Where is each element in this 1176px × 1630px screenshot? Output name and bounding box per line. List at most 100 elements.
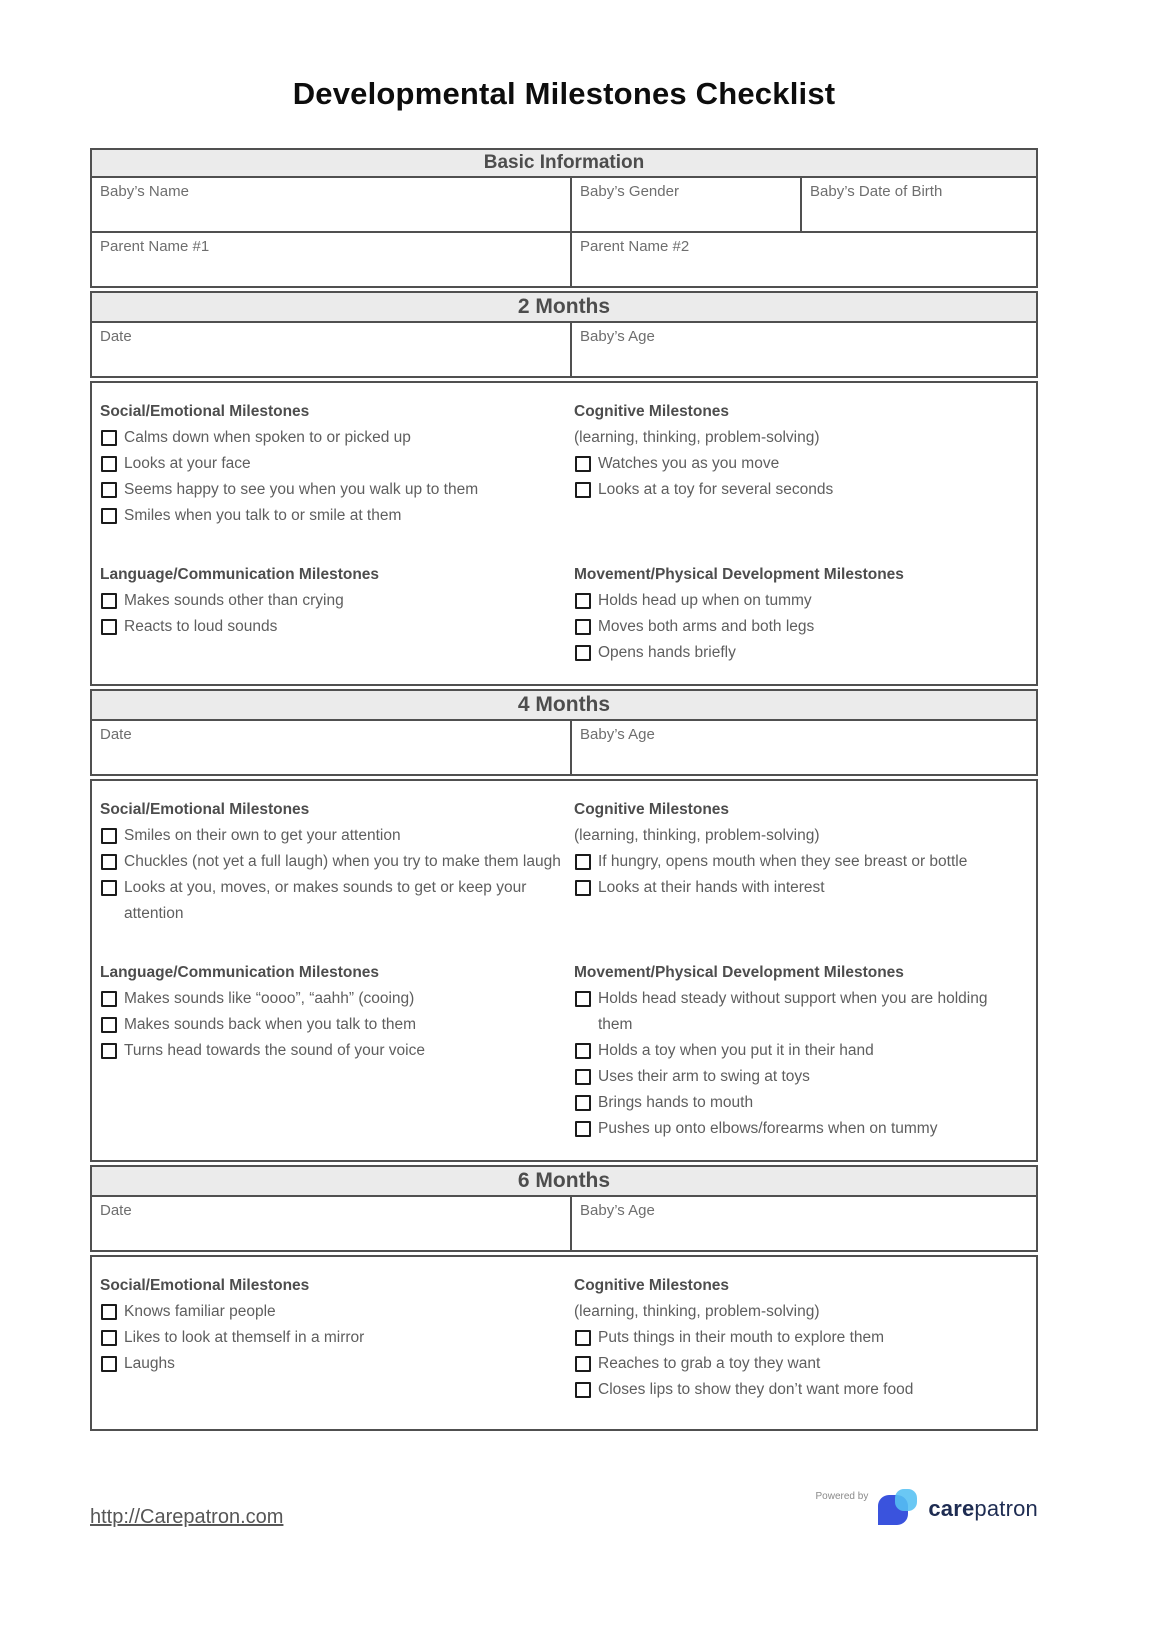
powered-by-label: Powered by: [815, 1491, 869, 1502]
milestone-checkbox[interactable]: [101, 828, 117, 844]
basic-information-block: Basic Information Baby’s Name Baby’s Gen…: [90, 148, 1038, 288]
milestone-checkbox[interactable]: [101, 593, 117, 609]
milestone-group: Language/Communication Milestones Makes …: [100, 562, 574, 666]
milestone-checkbox[interactable]: [575, 1121, 591, 1137]
milestone-checkbox[interactable]: [575, 991, 591, 1007]
milestone-item: Holds head up when on tummy: [574, 588, 1028, 614]
parent1-field[interactable]: Parent Name #1: [92, 233, 570, 286]
group-title: Cognitive Milestones: [574, 801, 730, 818]
milestone-item: Pushes up onto elbows/forearms when on t…: [574, 1116, 1028, 1142]
milestone-item: Reacts to loud sounds: [100, 614, 574, 640]
milestone-item: Opens hands briefly: [574, 640, 1028, 666]
milestone-item: Seems happy to see you when you walk up …: [100, 477, 574, 503]
milestone-item: Uses their arm to swing at toys: [574, 1064, 1028, 1090]
milestone-item: Chuckles (not yet a full laugh) when you…: [100, 849, 574, 875]
milestone-label: Makes sounds other than crying: [124, 592, 344, 609]
wordmark-patron: patron: [974, 1496, 1038, 1521]
milestone-checkbox[interactable]: [101, 1356, 117, 1372]
page-title: Developmental Milestones Checklist: [292, 76, 836, 111]
milestone-group: Movement/Physical Development Milestones…: [574, 562, 1028, 666]
milestone-label: Holds head up when on tummy: [598, 592, 812, 609]
milestone-checkbox[interactable]: [101, 880, 117, 896]
milestone-label: Puts things in their mouth to explore th…: [598, 1329, 885, 1346]
carepatron-link[interactable]: http://Carepatron.com: [90, 1506, 284, 1528]
milestone-checkbox[interactable]: [575, 1095, 591, 1111]
milestone-checkbox[interactable]: [101, 991, 117, 1007]
milestone-label: Smiles when you talk to or smile at them: [124, 507, 402, 524]
milestone-checkbox[interactable]: [575, 456, 591, 472]
section-2-months-header: 2 Months: [92, 293, 1036, 323]
date-field[interactable]: Date: [92, 721, 570, 774]
carepatron-wordmark: carepatron: [928, 1496, 1038, 1522]
group-title: Language/Communication Milestones: [100, 964, 380, 981]
milestone-checkbox[interactable]: [575, 482, 591, 498]
milestone-checkbox[interactable]: [101, 619, 117, 635]
milestone-checkbox[interactable]: [101, 1043, 117, 1059]
footer: http://Carepatron.com Powered by carepat…: [90, 1489, 1038, 1529]
milestone-checkbox[interactable]: [575, 880, 591, 896]
milestone-group: Cognitive Milestones (learning, thinking…: [574, 797, 1028, 927]
milestone-label: Moves both arms and both legs: [598, 618, 815, 635]
date-label: Date: [100, 1202, 132, 1219]
milestone-checkbox[interactable]: [575, 619, 591, 635]
milestone-checkbox[interactable]: [575, 1330, 591, 1346]
baby-age-field[interactable]: Baby’s Age: [570, 323, 1036, 376]
baby-dob-field[interactable]: Baby’s Date of Birth: [800, 178, 1036, 231]
milestone-group: Cognitive Milestones (learning, thinking…: [574, 399, 1028, 529]
logo-bubble-light-icon: [895, 1489, 918, 1511]
milestone-label: Pushes up onto elbows/forearms when on t…: [598, 1120, 938, 1137]
section-2-months-date-row: Date Baby’s Age: [92, 323, 1036, 376]
milestone-label: If hungry, opens mouth when they see bre…: [598, 853, 968, 870]
milestone-label: Looks at their hands with interest: [598, 879, 825, 896]
milestone-label: Uses their arm to swing at toys: [598, 1068, 810, 1085]
milestone-item: Moves both arms and both legs: [574, 614, 1028, 640]
group-title: Cognitive Milestones: [574, 1277, 730, 1294]
parent2-label: Parent Name #2: [580, 238, 690, 255]
date-field[interactable]: Date: [92, 1197, 570, 1250]
parent2-field[interactable]: Parent Name #2: [570, 233, 1036, 286]
milestone-checkbox[interactable]: [101, 508, 117, 524]
carepatron-logo: Powered by carepatron: [816, 1489, 1038, 1529]
section-6-months-header: 6 Months: [92, 1167, 1036, 1197]
milestone-item: Looks at you, moves, or makes sounds to …: [100, 875, 574, 927]
milestone-item: Reaches to grab a toy they want: [574, 1351, 1028, 1377]
wordmark-care: care: [928, 1496, 975, 1521]
milestone-label: Brings hands to mouth: [598, 1094, 754, 1111]
milestone-item: Laughs: [100, 1351, 574, 1377]
milestone-checkbox[interactable]: [575, 1356, 591, 1372]
milestone-checkbox[interactable]: [575, 1043, 591, 1059]
basic-information-header: Basic Information: [92, 150, 1036, 178]
milestone-checkbox[interactable]: [575, 1069, 591, 1085]
section-6-months-milestones-block: Social/Emotional Milestones Knows famili…: [90, 1255, 1038, 1431]
baby-name-field[interactable]: Baby’s Name: [92, 178, 570, 231]
milestone-group: Movement/Physical Development Milestones…: [574, 960, 1028, 1142]
milestone-checkbox[interactable]: [575, 1382, 591, 1398]
milestone-label: Seems happy to see you when you walk up …: [124, 481, 479, 498]
milestone-item: Calms down when spoken to or picked up: [100, 425, 574, 451]
milestone-checkbox[interactable]: [101, 456, 117, 472]
milestone-group: Language/Communication Milestones Makes …: [100, 960, 574, 1142]
date-field[interactable]: Date: [92, 323, 570, 376]
milestone-item: Makes sounds back when you talk to them: [100, 1012, 574, 1038]
group-subtitle: (learning, thinking, problem-solving): [574, 827, 820, 844]
parent1-label: Parent Name #1: [100, 238, 210, 255]
milestone-checkbox[interactable]: [575, 854, 591, 870]
section-4-months-milestones-block: Social/Emotional Milestones Smiles on th…: [90, 779, 1038, 1162]
milestone-checkbox[interactable]: [575, 593, 591, 609]
section-2-months-milestones-block: Social/Emotional Milestones Calms down w…: [90, 381, 1038, 686]
baby-gender-field[interactable]: Baby’s Gender: [570, 178, 800, 231]
milestone-checkbox[interactable]: [101, 482, 117, 498]
group-subtitle: (learning, thinking, problem-solving): [574, 1303, 820, 1320]
milestone-checkbox[interactable]: [101, 1330, 117, 1346]
milestone-checkbox[interactable]: [101, 430, 117, 446]
milestone-checkbox[interactable]: [101, 854, 117, 870]
carepatron-bubble-icon: [878, 1489, 922, 1529]
basic-info-row-2: Parent Name #1 Parent Name #2: [92, 231, 1036, 286]
milestone-checkbox[interactable]: [101, 1304, 117, 1320]
baby-age-field[interactable]: Baby’s Age: [570, 1197, 1036, 1250]
milestone-item: Smiles when you talk to or smile at them: [100, 503, 574, 529]
baby-age-field[interactable]: Baby’s Age: [570, 721, 1036, 774]
milestone-item: Turns head towards the sound of your voi…: [100, 1038, 574, 1064]
milestone-checkbox[interactable]: [575, 645, 591, 661]
milestone-checkbox[interactable]: [101, 1017, 117, 1033]
